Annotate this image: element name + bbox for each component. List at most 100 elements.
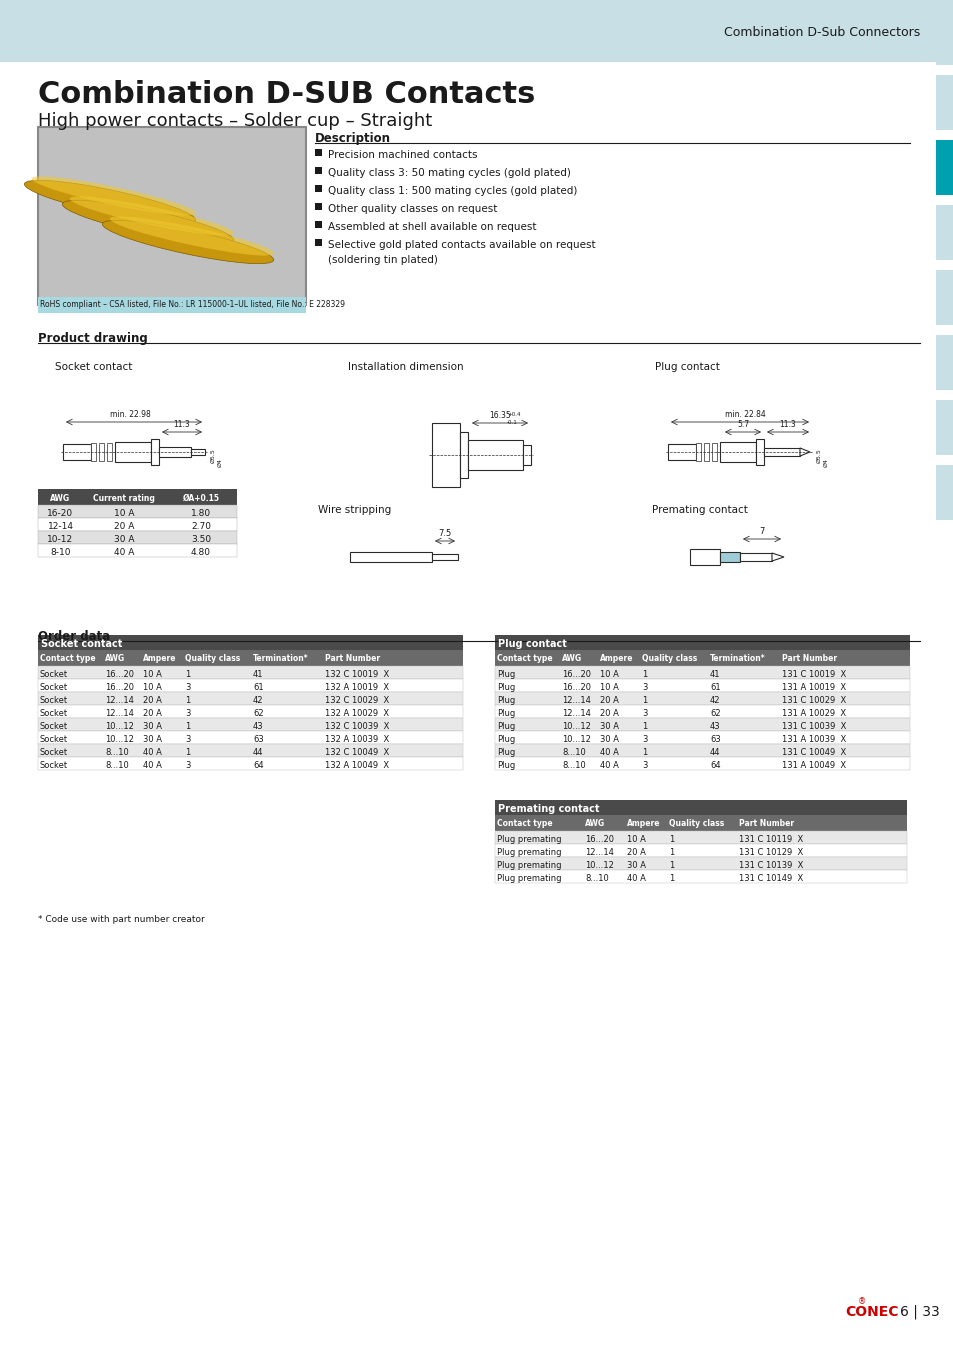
Text: Socket: Socket bbox=[40, 722, 68, 730]
Text: min. 22.84: min. 22.84 bbox=[724, 410, 764, 418]
Text: Plug contact: Plug contact bbox=[655, 362, 720, 373]
Bar bbox=[38, 297, 306, 313]
Bar bbox=[703, 443, 708, 460]
Text: Socket contact: Socket contact bbox=[41, 639, 122, 649]
Polygon shape bbox=[771, 554, 783, 562]
Text: Socket: Socket bbox=[40, 709, 68, 718]
Text: 16...20: 16...20 bbox=[105, 670, 133, 679]
Text: Wire stripping: Wire stripping bbox=[317, 505, 391, 514]
Bar bbox=[755, 439, 763, 464]
Bar bbox=[935, 205, 953, 261]
Text: 8...10: 8...10 bbox=[561, 748, 585, 757]
Text: 132 C 10029  X: 132 C 10029 X bbox=[325, 697, 389, 705]
Text: ®: ® bbox=[857, 1297, 865, 1307]
Text: 132 C 10019  X: 132 C 10019 X bbox=[325, 670, 389, 679]
Text: 131 A 10019  X: 131 A 10019 X bbox=[781, 683, 845, 693]
Text: 132 C 10039  X: 132 C 10039 X bbox=[325, 722, 389, 730]
Text: Plug: Plug bbox=[497, 670, 515, 679]
Text: Plug premating: Plug premating bbox=[497, 848, 561, 857]
Text: 3: 3 bbox=[185, 683, 191, 693]
Text: 41: 41 bbox=[709, 670, 720, 679]
Text: Plug: Plug bbox=[497, 761, 515, 770]
Text: 131 A 10049  X: 131 A 10049 X bbox=[781, 761, 845, 770]
Text: AWG: AWG bbox=[561, 653, 581, 663]
Bar bbox=[935, 270, 953, 325]
Bar bbox=[495, 744, 909, 757]
Text: Socket: Socket bbox=[40, 697, 68, 705]
Text: Socket contact: Socket contact bbox=[55, 362, 132, 373]
Bar bbox=[689, 549, 720, 566]
Text: (soldering tin plated): (soldering tin plated) bbox=[328, 255, 437, 265]
Bar bbox=[314, 167, 322, 174]
Text: 12...14: 12...14 bbox=[561, 709, 590, 718]
Text: 3: 3 bbox=[641, 761, 647, 770]
Text: 43: 43 bbox=[253, 722, 263, 730]
Text: 63: 63 bbox=[709, 734, 720, 744]
Bar bbox=[495, 718, 909, 730]
Text: 131 A 10029  X: 131 A 10029 X bbox=[781, 709, 845, 718]
Text: 30 A: 30 A bbox=[143, 722, 162, 730]
Ellipse shape bbox=[62, 200, 233, 243]
Text: AWG: AWG bbox=[584, 819, 604, 828]
Text: Product drawing: Product drawing bbox=[38, 332, 148, 346]
Text: Socket: Socket bbox=[40, 683, 68, 693]
Text: Plug: Plug bbox=[497, 734, 515, 744]
Text: 10 A: 10 A bbox=[626, 836, 645, 844]
Text: 30 A: 30 A bbox=[113, 535, 134, 544]
Text: Premating contact: Premating contact bbox=[497, 805, 598, 814]
Text: 10 A: 10 A bbox=[599, 683, 618, 693]
Text: Plug: Plug bbox=[497, 722, 515, 730]
Text: CONEC: CONEC bbox=[844, 1305, 898, 1319]
Bar bbox=[314, 202, 322, 211]
Text: Plug: Plug bbox=[497, 709, 515, 718]
Ellipse shape bbox=[25, 181, 195, 224]
Text: ØA+0.15: ØA+0.15 bbox=[182, 494, 219, 504]
Text: 3: 3 bbox=[641, 709, 647, 718]
Bar bbox=[38, 531, 236, 544]
Text: 1: 1 bbox=[668, 836, 674, 844]
Text: 12...14: 12...14 bbox=[561, 697, 590, 705]
Text: 8...10: 8...10 bbox=[561, 761, 585, 770]
Text: Ampere: Ampere bbox=[143, 653, 176, 663]
Text: 40 A: 40 A bbox=[626, 873, 645, 883]
Text: min. 22.98: min. 22.98 bbox=[110, 410, 151, 418]
Bar bbox=[495, 649, 909, 666]
Text: 10 A: 10 A bbox=[143, 670, 162, 679]
Bar bbox=[468, 440, 522, 470]
Text: Plug premating: Plug premating bbox=[497, 873, 561, 883]
Text: Quality class: Quality class bbox=[668, 819, 723, 828]
Text: Ø5.5: Ø5.5 bbox=[211, 448, 215, 463]
Bar bbox=[151, 439, 159, 464]
Text: Order data: Order data bbox=[38, 630, 111, 643]
Text: 7: 7 bbox=[759, 526, 764, 536]
Bar bbox=[935, 140, 953, 194]
Bar bbox=[38, 634, 462, 649]
Bar bbox=[696, 443, 700, 460]
Bar bbox=[495, 634, 909, 649]
Bar bbox=[495, 705, 909, 718]
Text: 10...12: 10...12 bbox=[561, 734, 590, 744]
Text: Quality class: Quality class bbox=[185, 653, 240, 663]
Bar bbox=[38, 744, 462, 757]
Text: 10...12: 10...12 bbox=[105, 734, 133, 744]
Bar bbox=[432, 554, 457, 560]
Text: 8-10: 8-10 bbox=[51, 548, 71, 558]
Text: Combination D-Sub Connectors: Combination D-Sub Connectors bbox=[723, 26, 919, 39]
Bar bbox=[495, 801, 906, 815]
Text: 42: 42 bbox=[709, 697, 720, 705]
Text: 6 | 33: 6 | 33 bbox=[899, 1304, 939, 1319]
Bar bbox=[115, 441, 151, 462]
Bar bbox=[91, 443, 96, 460]
Text: 3: 3 bbox=[185, 709, 191, 718]
Text: 10 A: 10 A bbox=[113, 509, 134, 518]
Bar bbox=[495, 869, 906, 883]
Bar bbox=[495, 857, 906, 869]
Text: 42: 42 bbox=[253, 697, 263, 705]
Text: 20 A: 20 A bbox=[599, 709, 618, 718]
Text: RoHS compliant – CSA listed, File No.: LR 115000-1–UL listed, File No.: E 228329: RoHS compliant – CSA listed, File No.: L… bbox=[40, 300, 345, 309]
Bar bbox=[432, 423, 459, 487]
Bar bbox=[63, 444, 91, 460]
Bar bbox=[38, 705, 462, 718]
Text: Plug: Plug bbox=[497, 748, 515, 757]
Text: 41: 41 bbox=[253, 670, 263, 679]
